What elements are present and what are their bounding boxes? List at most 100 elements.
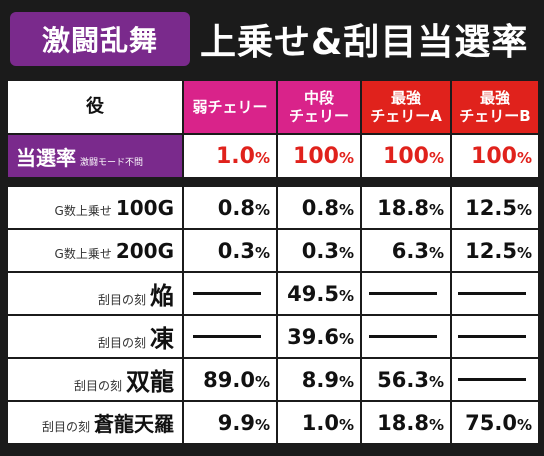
rate-row: 当選率 激闘モード不問 1.0% 100% 100% 100% — [6, 133, 540, 179]
row-label-prefix: G数上乗せ — [54, 203, 112, 218]
table-row: 刮目の刻 蒼龍天羅 9.9% 1.0% 18.8% 75.0% — [6, 400, 540, 445]
value-number: 89.0 — [203, 367, 255, 392]
value-cell — [182, 271, 278, 316]
value-unit: % — [428, 243, 444, 262]
row-label: G数上乗せ 100G — [6, 185, 184, 230]
value-cell: 0.8% — [276, 185, 362, 230]
value-unit: % — [254, 415, 270, 434]
value-cell: 75.0% — [450, 400, 540, 445]
row-label-prefix: 刮目の刻 — [41, 420, 90, 434]
header-row: 役 弱チェリー 中段 チェリー 最強 チェリーA 最強 チェリーB — [6, 79, 540, 135]
row-label-prefix: 刮目の刻 — [97, 336, 146, 350]
value-unit: % — [338, 286, 354, 305]
value-unit: % — [516, 200, 532, 219]
col-header-line: 最強 — [390, 89, 421, 107]
table-row: 刮目の刻焔 49.5% — [6, 271, 540, 316]
value-cell: 0.8% — [182, 185, 278, 230]
value-cell — [360, 314, 452, 359]
value-number: 8.9 — [301, 367, 339, 392]
col-header-middle-cherry: 中段 チェリー — [276, 79, 362, 135]
no-value-dash — [193, 335, 261, 338]
value-cell: 56.3% — [360, 357, 452, 402]
row-label: 刮目の刻 双龍 — [6, 357, 184, 402]
value-unit: % — [338, 148, 354, 167]
rate-sublabel: 激闘モード不問 — [80, 157, 144, 168]
value-unit: % — [428, 415, 444, 434]
value-number: 12.5 — [465, 238, 517, 263]
row-label: 刮目の刻焔 — [6, 271, 184, 316]
value-cell: 0.3% — [276, 228, 362, 273]
value-unit: % — [338, 200, 354, 219]
value-cell: 18.8% — [360, 185, 452, 230]
value-unit: % — [254, 200, 270, 219]
rate-value: 100% — [276, 133, 362, 179]
row-label-main: 200G — [115, 238, 174, 263]
table-row: G数上乗せ 100G 0.8% 0.8% 18.8% 12.5% — [6, 185, 540, 230]
row-label: G数上乗せ 200G — [6, 228, 184, 273]
rate-value: 100% — [450, 133, 540, 179]
col-header-yaku: 役 — [6, 79, 184, 135]
mode-badge: 激闘乱舞 — [10, 12, 190, 66]
value-cell: 8.9% — [276, 357, 362, 402]
value-number: 6.3 — [391, 238, 429, 263]
row-label: 刮目の刻 蒼龍天羅 — [6, 400, 184, 445]
value-unit: % — [338, 329, 354, 348]
col-header-strong-cherry-b: 最強 チェリーB — [450, 79, 540, 135]
header-bar: 激闘乱舞 上乗せ&刮目当選率 — [0, 0, 544, 78]
value-unit: % — [516, 243, 532, 262]
value-number: 1.0 — [215, 143, 255, 169]
table-row: 刮目の刻 双龍 89.0% 8.9% 56.3% — [6, 357, 540, 402]
col-header-line: 中段 — [303, 89, 334, 107]
no-value-dash — [458, 335, 526, 338]
value-cell: 12.5% — [450, 228, 540, 273]
col-header-weak-cherry: 弱チェリー — [182, 79, 278, 135]
value-number: 100 — [293, 143, 339, 169]
rate-label: 当選率 — [16, 145, 76, 170]
value-cell — [182, 314, 278, 359]
value-number: 56.3 — [377, 367, 429, 392]
no-value-dash — [369, 335, 437, 338]
value-number: 49.5 — [287, 281, 339, 306]
no-value-dash — [369, 292, 437, 295]
value-number: 9.9 — [217, 410, 255, 435]
odds-table: 役 弱チェリー 中段 チェリー 最強 チェリーA 最強 チェリーB 当選率 激闘モード不… — [6, 79, 540, 445]
col-header-strong-cherry-a: 最強 チェリーA — [360, 79, 452, 135]
value-unit: % — [516, 148, 532, 167]
value-number: 100 — [383, 143, 429, 169]
col-header-line: チェリーB — [459, 107, 531, 125]
value-unit: % — [338, 372, 354, 391]
value-unit: % — [254, 243, 270, 262]
no-value-dash — [193, 292, 261, 295]
value-number: 75.0 — [465, 410, 517, 435]
rate-label-cell: 当選率 激闘モード不問 — [6, 133, 184, 179]
value-cell — [450, 314, 540, 359]
row-label-prefix: G数上乗せ — [54, 246, 112, 261]
value-cell: 0.3% — [182, 228, 278, 273]
value-number: 1.0 — [301, 410, 339, 435]
value-number: 18.8 — [377, 410, 429, 435]
value-unit: % — [254, 372, 270, 391]
value-cell — [450, 357, 540, 402]
row-divider — [6, 177, 540, 187]
value-cell: 1.0% — [276, 400, 362, 445]
row-label: 刮目の刻凍 — [6, 314, 184, 359]
value-cell — [360, 271, 452, 316]
value-unit: % — [428, 372, 444, 391]
no-value-dash — [458, 378, 526, 381]
value-number: 100 — [471, 143, 517, 169]
row-label-prefix: 刮目の刻 — [73, 379, 122, 393]
col-header-line: チェリー — [288, 107, 349, 125]
col-header-line: 最強 — [479, 89, 510, 107]
value-unit: % — [338, 415, 354, 434]
row-label-main: 双龍 — [126, 368, 174, 396]
value-number: 0.3 — [217, 238, 255, 263]
table-row: G数上乗せ 200G 0.3% 0.3% 6.3% 12.5% — [6, 228, 540, 273]
value-number: 0.8 — [301, 195, 339, 220]
value-number: 0.3 — [301, 238, 339, 263]
value-cell: 12.5% — [450, 185, 540, 230]
no-value-dash — [458, 292, 526, 295]
value-number: 39.6 — [287, 324, 339, 349]
row-label-main: 100G — [115, 195, 174, 220]
table-row: 刮目の刻凍 39.6% — [6, 314, 540, 359]
